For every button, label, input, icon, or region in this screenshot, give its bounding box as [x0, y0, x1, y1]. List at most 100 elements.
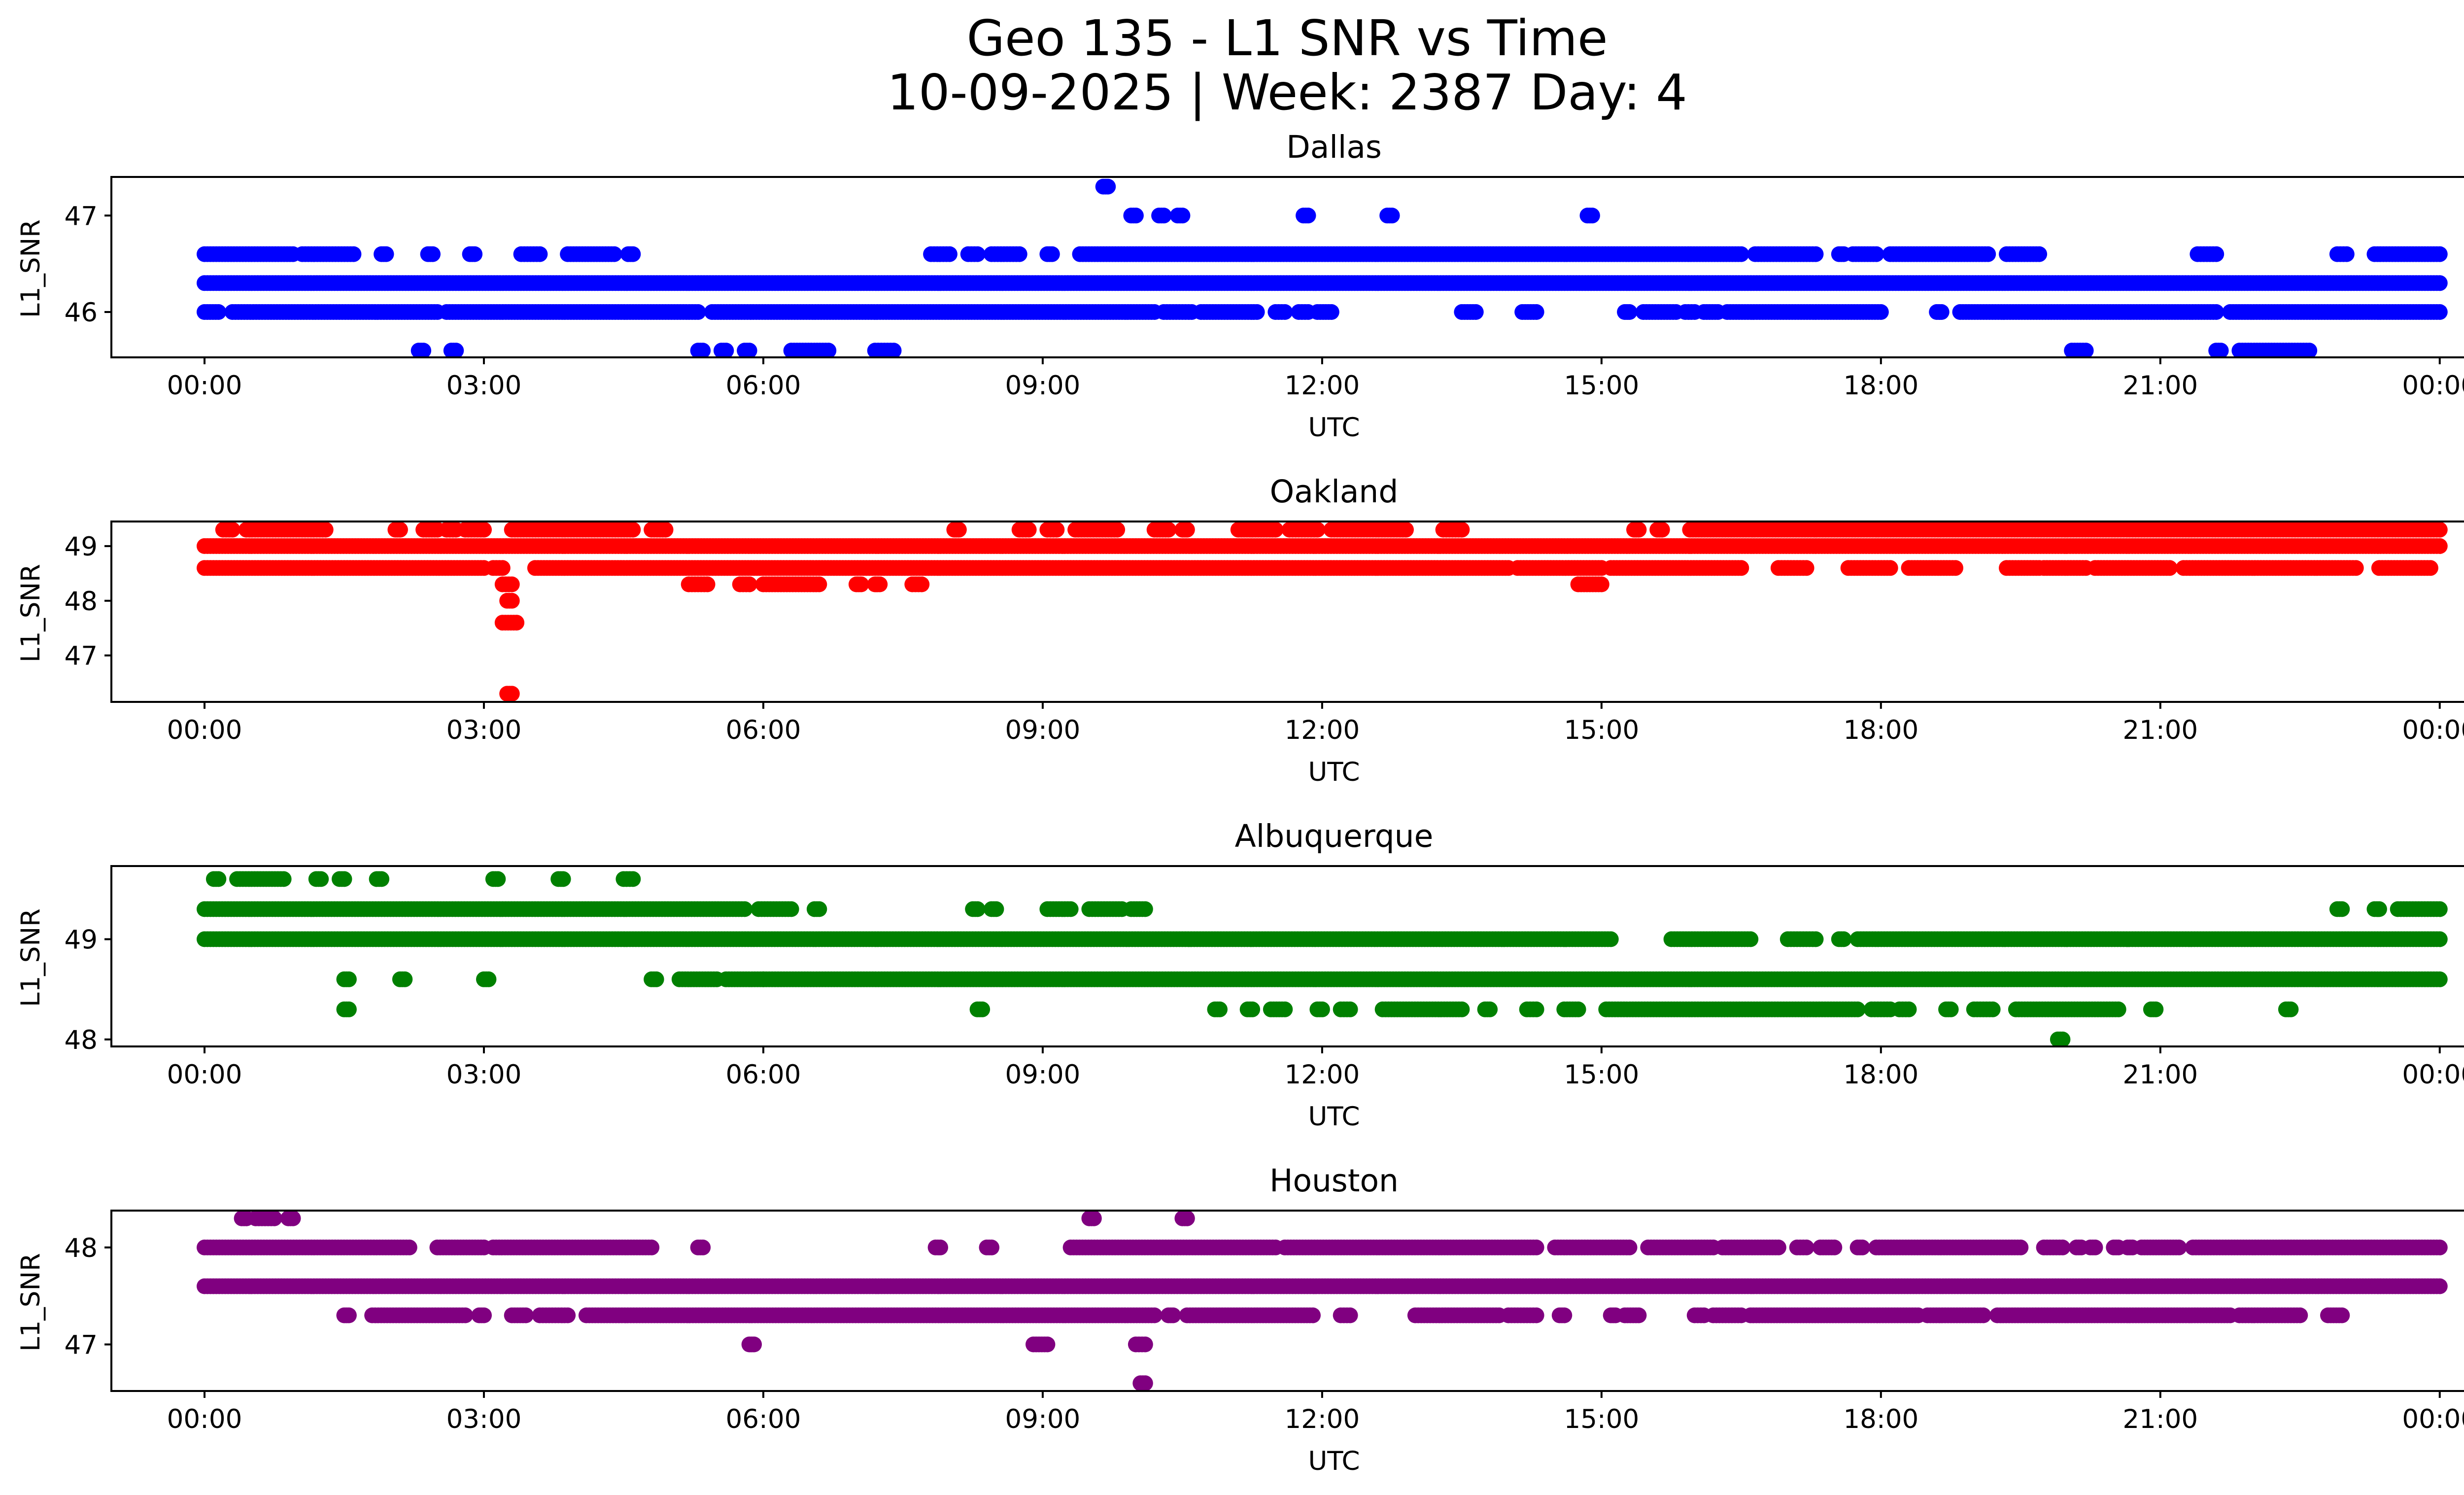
- data-point: [2431, 522, 2448, 538]
- data-point: [2208, 304, 2224, 320]
- data-point: [969, 901, 986, 917]
- data-point: [494, 560, 511, 576]
- data-point: [886, 343, 902, 357]
- data-point: [872, 576, 888, 592]
- subplot-dallas: Dallas 00:00 03:00 06:00 09:00 12:00 15:00 18:…: [16, 129, 2464, 443]
- data-point: [1882, 560, 1898, 576]
- data-point: [2338, 246, 2355, 262]
- data-point: [951, 522, 967, 538]
- data-point: [1873, 304, 1889, 320]
- x-axis-label: UTC: [1308, 757, 1360, 787]
- y-axis-label: L1_SNR: [16, 219, 46, 318]
- data-point: [1100, 178, 1116, 195]
- y-tick-label: 49: [65, 532, 98, 562]
- data-point: [1011, 246, 1027, 262]
- data-point: [275, 871, 292, 887]
- data-point: [504, 576, 520, 592]
- data-point: [467, 246, 483, 262]
- data-point: [811, 576, 827, 592]
- data-point: [1733, 560, 1749, 576]
- data-point: [345, 246, 362, 262]
- data-point: [336, 871, 352, 887]
- data-point: [397, 971, 413, 987]
- data-point: [1743, 931, 1759, 947]
- data-point: [210, 871, 227, 887]
- x-tick-label: 09:00: [1005, 715, 1081, 745]
- data-point: [425, 246, 441, 262]
- figure-title-line2: 10-09-2025 | Week: 2387 Day: 4: [887, 64, 1687, 121]
- y-tick-label: 47: [65, 641, 98, 671]
- data-point: [509, 615, 525, 631]
- data-series: [197, 871, 2448, 1046]
- data-point: [1277, 304, 1293, 320]
- data-point: [2348, 560, 2364, 576]
- data-point: [1021, 522, 1037, 538]
- data-point: [2078, 343, 2094, 357]
- x-tick-label: 12:00: [1285, 715, 1360, 745]
- data-point: [392, 522, 408, 538]
- data-point: [2208, 246, 2224, 262]
- data-point: [914, 576, 930, 592]
- data-point: [1300, 208, 1316, 224]
- data-point: [1631, 522, 1647, 538]
- data-point: [374, 871, 390, 887]
- data-point: [532, 246, 548, 262]
- y-tick-label: 46: [65, 298, 98, 328]
- data-point: [317, 522, 334, 538]
- data-point: [2431, 304, 2448, 320]
- data-point: [1584, 208, 1600, 224]
- data-point: [1868, 246, 1884, 262]
- data-point: [699, 576, 716, 592]
- data-point: [1384, 208, 1400, 224]
- data-point: [648, 971, 664, 987]
- data-point: [1174, 208, 1191, 224]
- data-point: [1808, 246, 1824, 262]
- data-point: [504, 686, 520, 702]
- data-point: [1948, 560, 1963, 576]
- data-series: [197, 522, 2448, 702]
- x-axis-label: UTC: [1308, 413, 1360, 443]
- x-tick-label: 03:00: [446, 715, 522, 745]
- data-point: [1267, 522, 1284, 538]
- data-point: [1109, 522, 1126, 538]
- data-point: [1808, 931, 1824, 947]
- data-point: [969, 246, 986, 262]
- data-point: [2031, 246, 2048, 262]
- subplot-title: Oakland: [1270, 474, 1399, 510]
- data-point: [1062, 901, 1079, 917]
- data-point: [1798, 560, 1814, 576]
- data-point: [2371, 901, 2387, 917]
- data-point: [448, 343, 464, 357]
- subplot-albuquerque: Albuquerque 00:00 03:00 06:00 09:00 12:00 15:…: [16, 818, 2464, 1132]
- x-tick-label: 06:00: [726, 715, 801, 745]
- data-point: [378, 246, 394, 262]
- data-point: [1836, 931, 1852, 947]
- subplot-oakland: Oakland 00:00 03:00 06:00 09:00 12:00 15:00 18…: [16, 474, 2464, 787]
- data-point: [476, 522, 492, 538]
- data-point: [2422, 560, 2438, 576]
- data-point: [811, 901, 827, 917]
- data-point: [1603, 931, 1619, 947]
- data-point: [1128, 208, 1144, 224]
- data-point: [1044, 246, 1060, 262]
- x-tick-label: 00:00: [2402, 371, 2464, 401]
- data-point: [1980, 246, 1996, 262]
- data-point: [1468, 304, 1484, 320]
- data-point: [2431, 246, 2448, 262]
- data-point: [941, 246, 958, 262]
- data-point: [657, 522, 674, 538]
- data-point: [504, 592, 520, 609]
- data-point: [490, 871, 506, 887]
- data-point: [2301, 343, 2318, 357]
- data-point: [690, 304, 706, 320]
- data-point: [1156, 208, 1172, 224]
- y-tick-label: 48: [65, 587, 98, 617]
- data-point: [625, 522, 641, 538]
- data-point: [1179, 522, 1195, 538]
- data-point: [1137, 901, 1153, 917]
- data-point: [1309, 522, 1326, 538]
- data-point: [783, 901, 799, 917]
- x-tick-label: 21:00: [2122, 715, 2198, 745]
- y-tick-label: 47: [65, 201, 98, 231]
- plot-area: 00:00 03:00 06:00 09:00 12:00 15:00 18:00 21:00…: [65, 521, 2464, 745]
